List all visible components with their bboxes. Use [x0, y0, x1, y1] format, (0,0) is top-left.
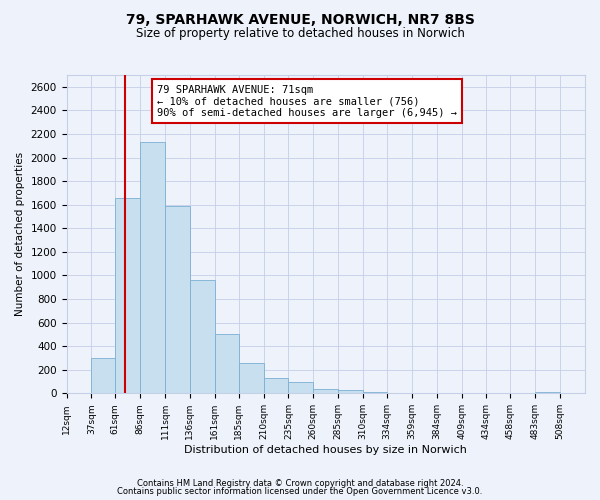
Bar	[190, 280, 215, 394]
Bar	[263, 378, 289, 394]
Text: 79 SPARHAWK AVENUE: 71sqm
← 10% of detached houses are smaller (756)
90% of semi: 79 SPARHAWK AVENUE: 71sqm ← 10% of detac…	[157, 84, 457, 118]
Text: Contains HM Land Registry data © Crown copyright and database right 2024.: Contains HM Land Registry data © Crown c…	[137, 478, 463, 488]
Bar	[338, 390, 363, 394]
Bar	[215, 334, 239, 394]
Bar	[313, 389, 338, 394]
Bar	[140, 142, 165, 394]
Text: Size of property relative to detached houses in Norwich: Size of property relative to detached ho…	[136, 28, 464, 40]
Bar	[239, 364, 263, 394]
Y-axis label: Number of detached properties: Number of detached properties	[15, 152, 25, 316]
Bar	[289, 382, 313, 394]
Bar	[387, 393, 412, 394]
Text: Contains public sector information licensed under the Open Government Licence v3: Contains public sector information licen…	[118, 487, 482, 496]
Bar	[165, 206, 190, 394]
X-axis label: Distribution of detached houses by size in Norwich: Distribution of detached houses by size …	[184, 445, 467, 455]
Bar	[535, 392, 560, 394]
Bar	[91, 358, 115, 394]
Bar	[363, 392, 387, 394]
Text: 79, SPARHAWK AVENUE, NORWICH, NR7 8BS: 79, SPARHAWK AVENUE, NORWICH, NR7 8BS	[125, 12, 475, 26]
Bar	[115, 198, 140, 394]
Bar	[412, 393, 437, 394]
